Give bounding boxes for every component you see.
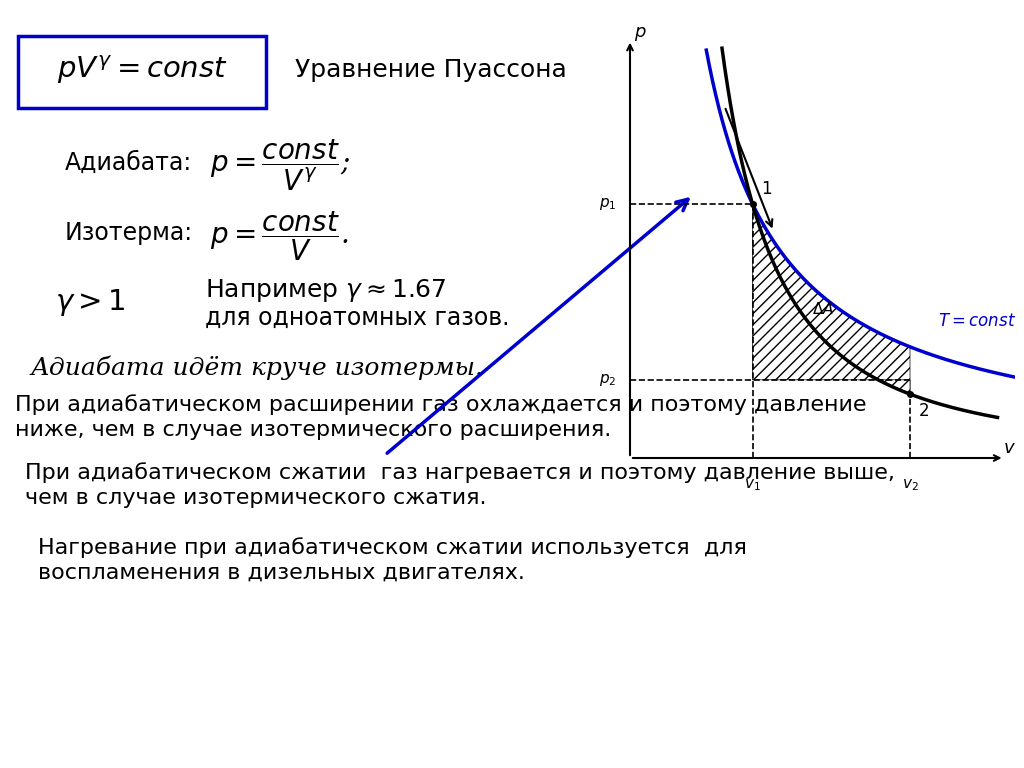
Text: $p$: $p$ [634, 25, 647, 43]
Text: Адиабата:: Адиабата: [65, 151, 193, 175]
Text: $p_2$: $p_2$ [599, 372, 616, 388]
Text: $\Delta A$: $\Delta A$ [812, 302, 834, 317]
Text: $v$: $v$ [1004, 439, 1016, 457]
Text: $p_1$: $p_1$ [599, 196, 616, 212]
Text: Адиабата идёт круче изотермы.: Адиабата идёт круче изотермы. [30, 356, 483, 380]
Text: Например $\gamma \approx 1.67$: Например $\gamma \approx 1.67$ [205, 277, 446, 304]
Text: Изотерма:: Изотерма: [65, 221, 194, 245]
Text: 2: 2 [919, 402, 930, 420]
Text: воспламенения в дизельных двигателях.: воспламенения в дизельных двигателях. [38, 563, 525, 583]
Text: $\gamma > 1$: $\gamma > 1$ [55, 287, 126, 319]
Text: Уравнение Пуассона: Уравнение Пуассона [295, 58, 566, 82]
FancyBboxPatch shape [18, 36, 266, 108]
Text: ниже, чем в случае изотермического расширения.: ниже, чем в случае изотермического расши… [15, 420, 611, 440]
Polygon shape [753, 204, 910, 394]
Text: чем в случае изотермического сжатия.: чем в случае изотермического сжатия. [25, 488, 486, 508]
Text: для одноатомных газов.: для одноатомных газов. [205, 306, 510, 330]
Text: 1: 1 [761, 180, 772, 198]
Text: При адиабатическом сжатии  газ нагревается и поэтому давление выше,: При адиабатическом сжатии газ нагреваетс… [25, 462, 895, 483]
Text: $v_1$: $v_1$ [744, 478, 761, 493]
Text: $v_2$: $v_2$ [902, 478, 919, 493]
Text: Нагревание при адиабатическом сжатии используется  для: Нагревание при адиабатическом сжатии исп… [38, 538, 746, 558]
Text: $p = \dfrac{const}{V^{\gamma}}$;: $p = \dfrac{const}{V^{\gamma}}$; [210, 137, 350, 193]
Polygon shape [753, 204, 910, 394]
Text: $pV^{\gamma} = const$: $pV^{\gamma} = const$ [56, 54, 227, 86]
Text: $p = \dfrac{const}{V}$.: $p = \dfrac{const}{V}$. [210, 209, 349, 263]
Text: $T=const$: $T=const$ [938, 313, 1016, 329]
Text: При адиабатическом расширении газ охлаждается и поэтому давление: При адиабатическом расширении газ охлажд… [15, 395, 866, 415]
